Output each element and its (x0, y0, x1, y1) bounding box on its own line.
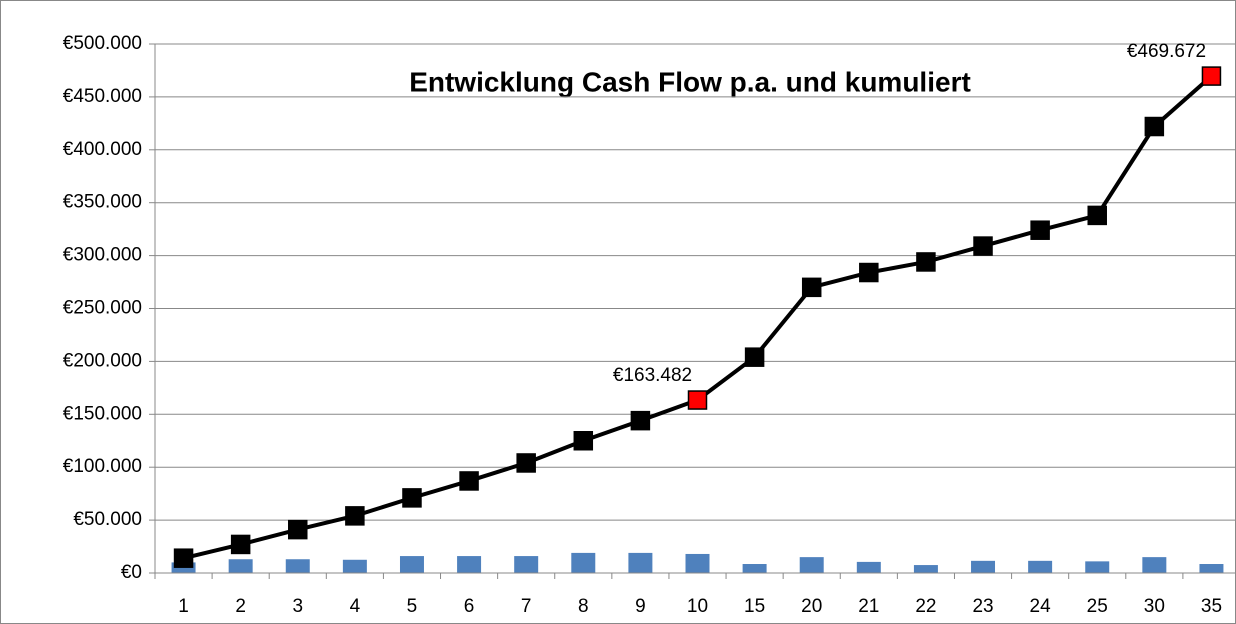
bar (571, 552, 596, 573)
x-tick-label: 23 (972, 596, 993, 617)
x-tick-label: 3 (292, 596, 303, 617)
bar (1199, 564, 1224, 573)
bar (399, 556, 424, 573)
x-tick-label: 9 (635, 596, 646, 617)
x-tick-label: 10 (687, 596, 708, 617)
y-tick-label: €400.000 (63, 139, 142, 160)
x-tick-label: 22 (915, 596, 936, 617)
x-tick-label: 5 (407, 596, 418, 617)
data-label: €469.672 (1127, 41, 1206, 62)
x-tick-label: 6 (464, 596, 475, 617)
marker (402, 488, 422, 508)
data-label: €163.482 (613, 365, 692, 386)
marker (345, 506, 365, 526)
x-tick-label: 4 (350, 596, 361, 617)
marker (173, 548, 194, 568)
y-tick-label: €150.000 (63, 403, 142, 424)
x-tick-label: 15 (744, 596, 765, 617)
x-tick-label: 1 (178, 596, 189, 617)
x-tick-label: 8 (578, 596, 589, 617)
y-tick-label: €500.000 (63, 33, 142, 54)
y-tick-label: €250.000 (63, 298, 142, 319)
y-tick-label: €100.000 (63, 456, 142, 477)
bar (742, 564, 767, 573)
x-tick-label: 21 (858, 596, 879, 617)
y-tick-label: €0 (121, 562, 142, 583)
bar (971, 560, 996, 573)
bar (856, 561, 881, 573)
marker (801, 277, 822, 298)
y-tick-label: €50.000 (73, 509, 142, 530)
bar (913, 565, 938, 573)
y-tick-label: €200.000 (63, 350, 142, 371)
marker (573, 431, 594, 451)
marker (516, 453, 536, 473)
x-tick-label: 35 (1201, 596, 1222, 617)
bar (228, 559, 253, 573)
marker (973, 236, 993, 256)
x-tick-label: 20 (801, 596, 822, 617)
marker (630, 410, 651, 431)
chart-title: Entwicklung Cash Flow p.a. und kumuliert (409, 66, 971, 97)
bar (1028, 560, 1053, 573)
x-tick-label: 2 (235, 596, 246, 617)
marker (916, 252, 936, 272)
bar (685, 553, 710, 573)
marker (1144, 116, 1165, 137)
y-tick-label: €350.000 (63, 192, 142, 213)
marker (859, 262, 879, 283)
x-tick-label: 25 (1087, 596, 1108, 617)
bar (457, 556, 482, 573)
bar (285, 559, 310, 573)
bar (1142, 557, 1167, 573)
x-tick-label: 30 (1144, 596, 1165, 617)
y-tick-label: €300.000 (63, 245, 142, 266)
bar (514, 556, 539, 573)
marker (288, 519, 308, 540)
bar (342, 559, 367, 573)
marker (459, 471, 479, 491)
bar (628, 552, 653, 573)
x-tick-label: 24 (1030, 596, 1052, 617)
y-tick-label: €450.000 (63, 86, 142, 107)
x-tick-label: 7 (521, 596, 532, 617)
marker (687, 390, 708, 410)
marker (1030, 220, 1050, 240)
marker (744, 347, 765, 367)
bar (1085, 561, 1110, 573)
marker (1201, 66, 1222, 86)
marker (230, 534, 251, 555)
marker (1087, 205, 1107, 226)
bar (799, 557, 824, 573)
